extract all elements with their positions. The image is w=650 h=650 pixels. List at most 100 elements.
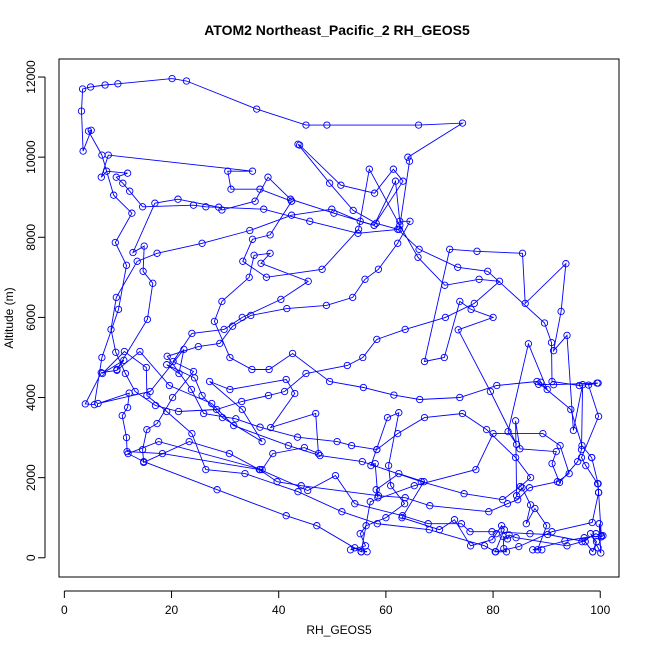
data-point [406,217,414,225]
y-tick-label: 6000 [24,304,38,331]
data-point [373,445,381,454]
data-point [295,141,304,149]
data-point [370,189,379,197]
data-point [454,326,462,334]
data-point [467,305,475,314]
data-point [515,542,523,551]
data-point [182,77,191,85]
data-point [346,546,355,554]
data-point [383,413,392,422]
data-point [548,377,556,386]
data-point [531,504,539,513]
data-point [356,530,364,538]
data-point [114,305,123,314]
data-point [143,391,151,400]
data-point [318,265,326,273]
data-point [232,415,240,423]
y-axis: 0 2000 4000 6000 8000 10000 12000 [24,60,46,561]
data-point [133,257,141,265]
data-point [163,361,171,369]
data-point [482,425,491,434]
data-point [120,347,129,356]
data-point [414,121,423,129]
data-point [529,546,537,554]
data-point [323,121,331,129]
data-point [304,277,312,285]
data-point [553,478,562,486]
data-point [122,433,131,442]
data-point [359,353,367,362]
data-point [351,544,359,552]
y-axis-label: Altitude (m) [2,287,16,348]
data-point [123,447,131,456]
y-tick-label: 12000 [24,60,38,94]
data-point [511,417,520,425]
data-point [128,209,136,217]
data-point [226,385,234,394]
data-point [414,253,422,261]
data-point [338,508,346,516]
data-point [371,459,379,468]
data-point [358,457,366,466]
data-point [395,469,403,478]
data-point [213,486,221,494]
y-tick-label: 2000 [24,464,38,491]
data-point [493,381,501,390]
data-point [333,437,341,446]
data-point [347,441,356,450]
data-point [256,423,264,431]
data-point [238,397,246,406]
data-point [283,304,291,313]
data-point [486,387,495,396]
data-point [357,548,365,556]
data-point [266,231,274,239]
data-point [588,453,596,462]
data-point [516,445,524,453]
data-point [112,348,120,356]
data-point [230,421,238,430]
data-point [466,528,474,536]
data-point [580,534,588,542]
data-point [475,275,483,283]
data-point [480,542,489,550]
data-point [446,245,454,253]
data-point [251,197,259,205]
data-point [492,548,500,556]
data-point [187,385,196,394]
data-point [384,461,393,470]
series-line [97,349,594,553]
data-point [337,181,345,189]
data-point [404,153,412,161]
data-point [410,482,418,490]
data-point [113,366,121,374]
data-point [387,482,395,490]
data-point [257,259,265,267]
series-line [142,252,593,552]
data-point [118,411,126,420]
data-point [488,528,496,536]
data-point [256,185,264,193]
data-point [526,473,535,482]
data-point [202,465,210,474]
data-point [262,273,271,281]
data-point [294,140,302,148]
data-point [250,251,258,259]
x-tick-label: 40 [272,603,286,617]
data-point [441,313,450,322]
data-point [297,482,305,490]
data-point [503,500,512,508]
data-point [589,548,597,556]
data-point [563,331,571,340]
data-point [101,81,109,89]
data-point [218,206,226,214]
data-point [188,429,196,438]
data-point [395,409,403,417]
data-point [552,447,560,456]
data-point [548,528,556,536]
data-point [269,449,277,458]
data-point [391,177,400,185]
data-point [499,532,507,541]
data-point [140,458,148,467]
data-point [417,478,425,486]
data-point [594,480,602,488]
